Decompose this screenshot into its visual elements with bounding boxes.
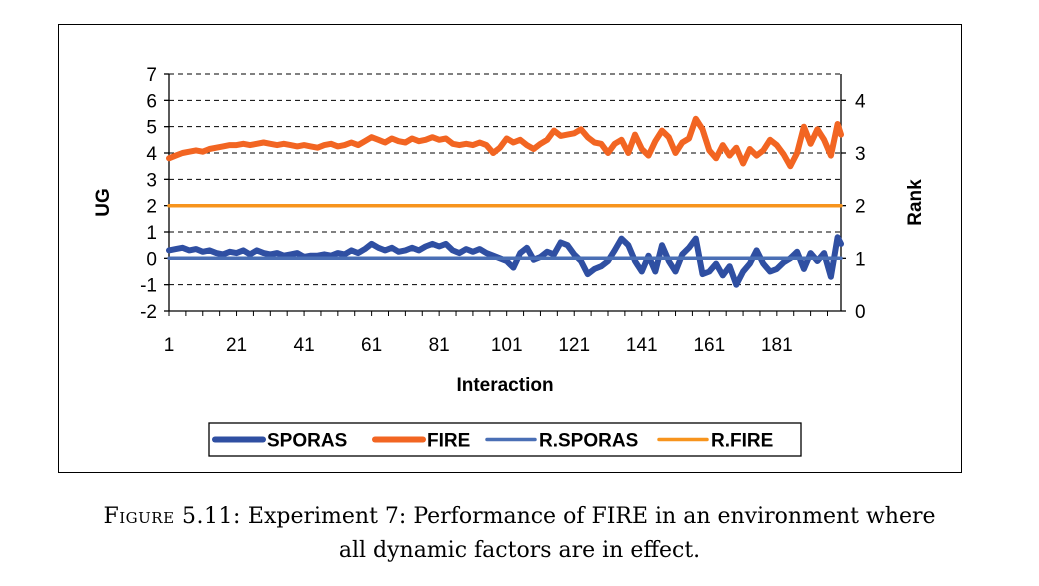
y2-axis-title: Rank	[905, 179, 926, 226]
legend-label-r-sporas: R.SPORAS	[539, 431, 638, 452]
x-tick-label-21: 21	[226, 335, 247, 356]
y-tick-label-0: 0	[146, 249, 157, 270]
x-tick-label-121: 121	[558, 335, 590, 356]
x-tick-label-1: 1	[164, 335, 175, 356]
y-tick-label-5: 5	[146, 118, 157, 139]
x-tick-label-161: 161	[693, 335, 725, 356]
x-tick-label-141: 141	[626, 335, 658, 356]
y-tick-label-1: 1	[146, 223, 157, 244]
y-tick-label-2: 2	[146, 197, 157, 218]
series-line-fire	[166, 115, 844, 170]
y-tick-label--2: -2	[140, 302, 157, 323]
x-tick-label-61: 61	[361, 335, 382, 356]
y-tick-label--1: -1	[140, 276, 157, 297]
legend-label-r-fire: R.FIRE	[711, 431, 773, 452]
caption-text-1: Experiment 7: Performance of FIRE in an …	[247, 504, 936, 529]
y-axis-title: UG	[93, 188, 114, 217]
chart-frame: -2 -1 0 1 2 3 4 5 6 7 0 1 2 3 4 1 21 41 61 81 101 121 141 161 18…	[58, 24, 962, 473]
x-axis-title: Interaction	[456, 375, 553, 396]
x-tick-label-41: 41	[294, 335, 315, 356]
y2-tick-label-3: 3	[855, 144, 866, 165]
figure-caption: Figure 5.11: Experiment 7: Performance o…	[0, 500, 1039, 568]
x-tick-label-181: 181	[761, 335, 793, 356]
x-tick-label-81: 81	[429, 335, 450, 356]
caption-line-1: Figure 5.11: Experiment 7: Performance o…	[0, 500, 1039, 534]
series-line-sporas	[166, 234, 844, 288]
y2-tick-label-1: 1	[855, 249, 866, 270]
x-tick-label-101: 101	[491, 335, 523, 356]
y-tick-label-4: 4	[146, 144, 157, 165]
y2-tick-label-4: 4	[855, 91, 866, 112]
y2-tick-label-0: 0	[855, 302, 866, 323]
y2-tick-label-2: 2	[855, 197, 866, 218]
y-tick-label-6: 6	[146, 91, 157, 112]
y-tick-label-7: 7	[146, 65, 157, 86]
legend-label-sporas: SPORAS	[267, 431, 347, 452]
y-tick-label-3: 3	[146, 170, 157, 191]
caption-label: Figure 5.11:	[103, 504, 241, 529]
legend-label-fire: FIRE	[427, 431, 470, 452]
caption-text-2: all dynamic factors are in effect.	[338, 538, 701, 563]
